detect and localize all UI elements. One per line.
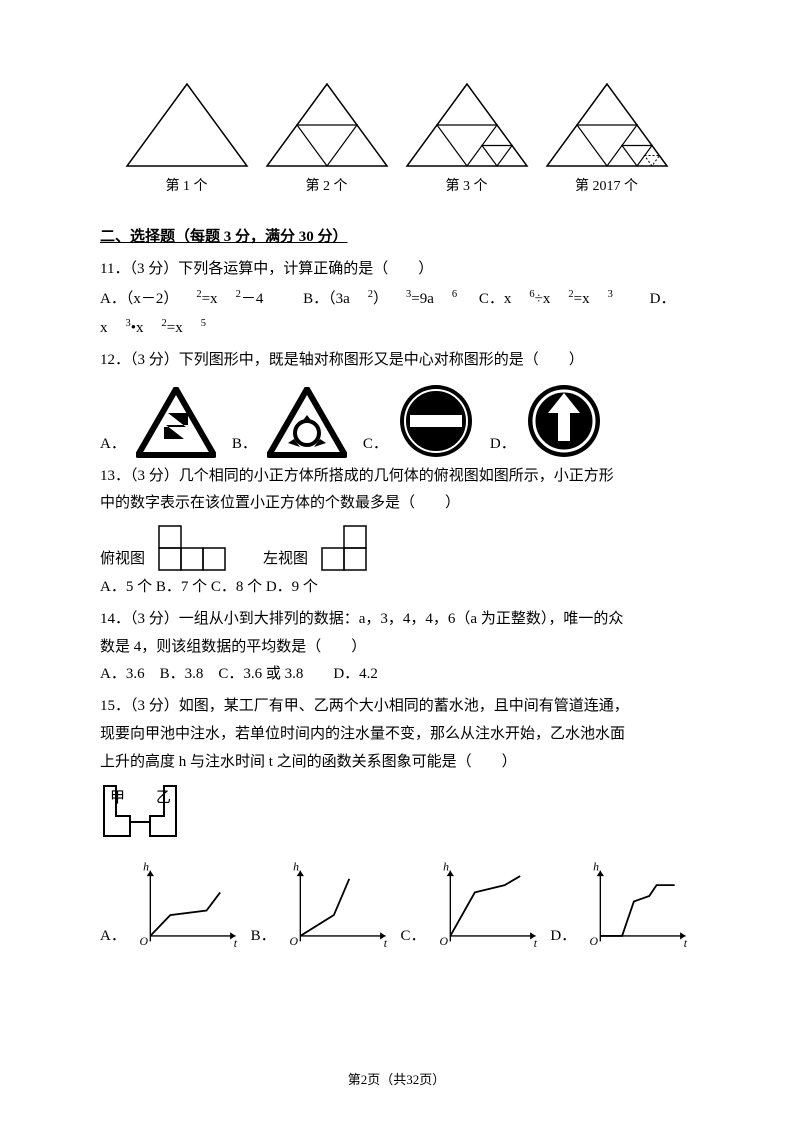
q11-stem: 11．（3 分）下列各运算中，计算正确的是（ ） — [100, 256, 693, 284]
triangle-1: 第 1 个 — [123, 80, 251, 200]
q14-stem2: 数是 4，则该组数据的平均数是（ ） — [100, 634, 693, 662]
triangle-2-label: 第 2 个 — [263, 174, 391, 200]
triangle-2: 第 2 个 — [263, 80, 391, 200]
page: 第 1 个 第 2 个 第 3 个 第 2017 个 — [0, 0, 793, 1122]
triangle-2017-label: 第 2017 个 — [543, 174, 671, 200]
svg-text:h: h — [443, 861, 449, 874]
page-footer: 第2页（共32页） — [0, 1068, 793, 1092]
svg-text:O: O — [590, 935, 599, 948]
q12-options: A． B． C． D． — [100, 383, 693, 459]
q12-sign-D — [526, 383, 602, 459]
svg-text:h: h — [293, 861, 299, 874]
triangle-3-label: 第 3 个 — [403, 174, 531, 200]
q15-stem1: 15．（3 分）如图，某工厂有甲、乙两个大小相同的蓄水池，且中间有管道连通， — [100, 693, 693, 721]
triangle-1-label: 第 1 个 — [123, 174, 251, 200]
q15-graph-B: h t O — [284, 861, 393, 951]
q13-stem2: 中的数字表示在该位置小正方体的个数最多是（ ） — [100, 490, 693, 518]
svg-text:O: O — [289, 935, 298, 948]
q13-top-view — [157, 524, 231, 574]
q13-left-label: 左视图 — [263, 546, 308, 574]
question-15: 15．（3 分）如图，某工厂有甲、乙两个大小相同的蓄水池，且中间有管道连通， 现… — [100, 693, 693, 951]
svg-text:t: t — [533, 937, 537, 950]
q13-options: A．5 个 B．7 个 C．8 个 D．9 个 — [100, 574, 693, 602]
q15-graph-C: h t O — [434, 861, 543, 951]
question-13: 13．（3 分）几个相同的小正方体所搭成的几何体的俯视图如图所示，小正方形 中的… — [100, 463, 693, 602]
svg-text:h: h — [143, 861, 149, 874]
pool-A-label: 甲 — [110, 790, 125, 806]
q15-pools: 甲 乙 — [100, 782, 693, 851]
question-14: 14．（3 分）一组从小到大排列的数据：a，3，4，4，6（a 为正整数），唯一… — [100, 606, 693, 689]
svg-text:t: t — [684, 937, 688, 950]
q12-C-label: C． — [363, 431, 388, 459]
q12-sign-A — [136, 387, 216, 459]
q13-left-view — [320, 524, 372, 574]
q13-stem1: 13．（3 分）几个相同的小正方体所搭成的几何体的俯视图如图所示，小正方形 — [100, 463, 693, 491]
q12-D-label: D． — [490, 431, 516, 459]
q15-A-label: A． — [100, 923, 126, 951]
svg-text:t: t — [234, 937, 238, 950]
svg-text:O: O — [439, 935, 448, 948]
q14-stem1: 14．（3 分）一组从小到大排列的数据：a，3，4，4，6（a 为正整数），唯一… — [100, 606, 693, 634]
triangle-2017: 第 2017 个 — [543, 80, 671, 200]
triangle-sequence: 第 1 个 第 2 个 第 3 个 第 2017 个 — [100, 80, 693, 200]
q15-options: A． h t O B． h t O C． — [100, 861, 693, 951]
svg-text:h: h — [593, 861, 599, 874]
question-12: 12．（3 分）下列图形中，既是轴对称图形又是中心对称图形的是（ ） A． B．… — [100, 347, 693, 459]
section-title: 二、选择题（每题 3 分，满分 30 分） — [100, 224, 693, 252]
svg-text:O: O — [139, 935, 148, 948]
q15-stem3: 上升的高度 h 与注水时间 t 之间的函数关系图象可能是（ ） — [100, 749, 693, 777]
triangle-3: 第 3 个 — [403, 80, 531, 200]
q12-B-label: B． — [232, 431, 257, 459]
question-11: 11．（3 分）下列各运算中，计算正确的是（ ） A．（x－2）2=x2－4 B… — [100, 256, 693, 343]
q15-B-label: B． — [251, 923, 276, 951]
q15-stem2: 现要向甲池中注水，若单位时间内的注水量不变，那么从注水开始，乙水池水面 — [100, 721, 693, 749]
q12-sign-B — [267, 387, 347, 459]
q12-A-label: A． — [100, 431, 126, 459]
q15-D-label: D． — [550, 923, 576, 951]
q14-options: A．3.6 B．3.8 C．3.6 或 3.8 D．4.2 — [100, 661, 693, 689]
pool-B-label: 乙 — [156, 790, 171, 806]
q11-C: C．x6÷x2=x3 — [479, 291, 613, 307]
q13-views: 俯视图 左视图 — [100, 524, 693, 574]
q12-sign-C — [398, 383, 474, 459]
q11-A: A．（x－2）2=x2－4 — [100, 291, 281, 307]
svg-text:t: t — [383, 937, 387, 950]
q15-graph-D: h t O — [584, 861, 693, 951]
q15-graph-A: h t O — [134, 861, 243, 951]
q15-C-label: C． — [400, 923, 425, 951]
q13-top-label: 俯视图 — [100, 546, 145, 574]
q12-stem: 12．（3 分）下列图形中，既是轴对称图形又是中心对称图形的是（ ） — [100, 347, 693, 375]
q11-B: B．（3a2）3=9a6 — [303, 291, 457, 307]
q11-options: A．（x－2）2=x2－4 B．（3a2）3=9a6 C．x6÷x2=x3 D．… — [100, 285, 693, 343]
